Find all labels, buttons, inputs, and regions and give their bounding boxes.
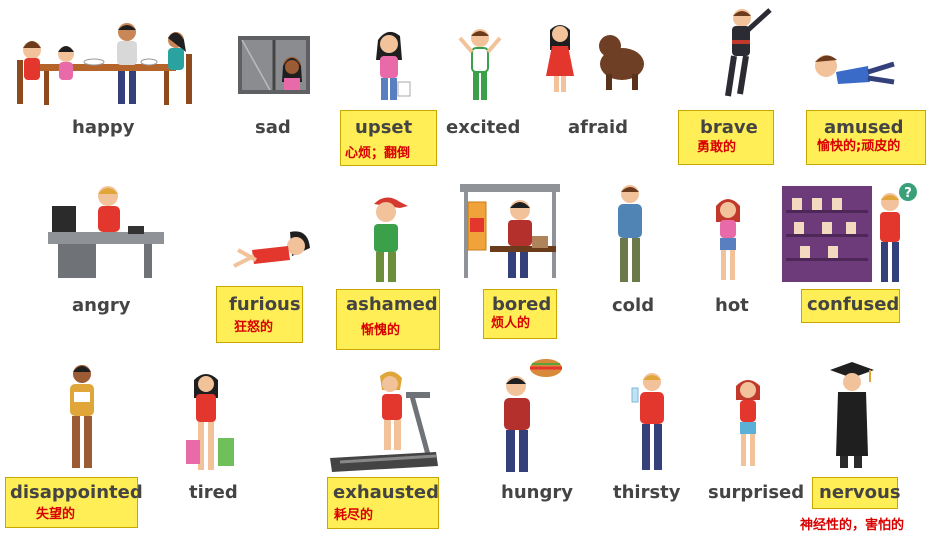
translation-label: 失望的 <box>36 507 76 522</box>
word-label: happy <box>72 117 135 138</box>
hungry-man-illustration <box>504 359 562 472</box>
laughing-boy-illustration <box>815 55 895 85</box>
svg-text:?: ? <box>904 186 912 201</box>
highlight-box <box>5 477 138 528</box>
thirsty-man-illustration <box>631 373 664 470</box>
excited-boy-illustration <box>458 29 502 100</box>
surprised-girl-illustration <box>736 380 760 466</box>
highlight-box <box>801 289 900 323</box>
word-label: bored <box>492 294 552 315</box>
word-label: tired <box>189 482 238 503</box>
highlight-box <box>812 477 898 509</box>
translation-label: 心烦；翻倒 <box>345 146 411 161</box>
word-label: ashamed <box>346 294 438 315</box>
highlight-box <box>678 110 774 165</box>
highlight-box <box>340 110 437 166</box>
nervous-graduate-illustration <box>830 362 874 468</box>
translation-label: 勇敢的 <box>697 140 737 155</box>
highlight-box <box>216 286 303 343</box>
word-label: exhausted <box>333 482 440 503</box>
confused-man-at-shelf-illustration: ? <box>782 183 917 282</box>
upset-girl-illustration <box>376 31 411 100</box>
word-label: sad <box>255 117 291 138</box>
word-label: surprised <box>708 482 805 503</box>
highlight-box <box>336 289 440 350</box>
word-label: afraid <box>568 117 629 138</box>
superhero-illustration <box>725 8 772 97</box>
family-dinner-illustration <box>17 23 192 105</box>
highlight-box <box>483 289 557 339</box>
word-label: angry <box>72 295 131 316</box>
word-label: nervous <box>819 482 901 503</box>
bored-man-at-bus-stop-illustration <box>460 184 560 278</box>
word-label: confused <box>807 294 900 315</box>
furious-girl-illustration <box>233 231 310 268</box>
word-label: furious <box>229 294 301 315</box>
word-label: hungry <box>501 482 573 503</box>
word-label: cold <box>612 295 655 316</box>
translation-label: 耗尽的 <box>334 508 374 523</box>
translation-label: 神经性的，害怕的 <box>800 518 905 533</box>
highlight-box <box>806 110 926 165</box>
angry-man-at-desk-illustration <box>48 186 164 278</box>
cold-man-illustration <box>618 185 642 282</box>
translation-label: 烦人的 <box>491 316 531 331</box>
translation-label: 愉快的;顽皮的 <box>817 139 901 154</box>
word-label: hot <box>715 295 749 316</box>
word-label: disappointed <box>10 482 143 503</box>
highlight-box <box>327 477 439 529</box>
ashamed-boy-illustration <box>374 197 408 282</box>
tired-girl-with-bags-illustration <box>186 374 234 470</box>
word-label: amused <box>824 117 904 138</box>
word-label: thirsty <box>613 482 681 503</box>
hot-girl-illustration <box>716 199 740 280</box>
word-label: brave <box>700 117 758 138</box>
disappointed-man-illustration <box>70 365 94 468</box>
woman-on-treadmill-illustration <box>330 371 438 472</box>
translation-label: 狂怒的 <box>234 320 274 335</box>
word-label: upset <box>355 117 413 138</box>
girl-and-dog-illustration <box>546 25 644 92</box>
girl-at-window-illustration <box>238 36 310 94</box>
word-label: excited <box>446 117 521 138</box>
translation-label: 惭愧的 <box>361 323 401 338</box>
